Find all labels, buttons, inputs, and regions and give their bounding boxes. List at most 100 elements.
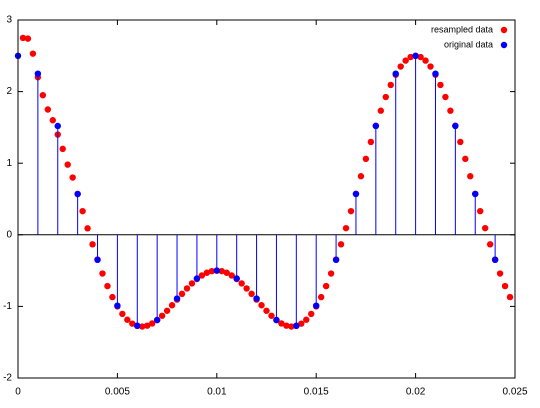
point: [233, 275, 240, 282]
point: [293, 322, 300, 329]
point: [477, 207, 484, 215]
point: [457, 138, 464, 146]
point: [243, 285, 250, 292]
point: [34, 70, 42, 77]
point: [392, 70, 399, 77]
point: [238, 280, 245, 287]
point: [228, 272, 235, 279]
point: [99, 270, 106, 277]
y-tick-label: 2: [6, 86, 12, 97]
point: [104, 282, 111, 290]
point: [39, 91, 47, 99]
point: [332, 256, 340, 264]
point: [462, 155, 469, 163]
point: [153, 316, 161, 324]
point: [432, 70, 439, 77]
point: [188, 280, 196, 287]
plot-area: [14, 34, 515, 330]
point: [203, 269, 211, 276]
point: [308, 310, 315, 318]
point: [417, 53, 424, 61]
point: [253, 295, 260, 302]
point: [486, 241, 494, 248]
point: [481, 224, 489, 232]
point: [367, 138, 375, 146]
y-tick-label: 1: [6, 158, 12, 169]
point: [506, 293, 514, 301]
point: [44, 106, 52, 113]
point: [412, 52, 419, 59]
point: [163, 307, 171, 314]
y-tick-label: -2: [3, 373, 12, 384]
point: [283, 322, 290, 329]
point: [119, 310, 126, 318]
legend-marker: [500, 26, 508, 34]
point: [248, 290, 255, 298]
x-tick-label: 0.02: [406, 387, 426, 398]
point: [352, 190, 360, 198]
point: [109, 293, 116, 301]
legend: resampled data original data: [431, 24, 508, 49]
point: [322, 282, 330, 290]
point: [313, 302, 320, 309]
point: [19, 34, 27, 42]
point: [342, 224, 350, 232]
point: [218, 267, 225, 275]
point: [173, 295, 181, 302]
point: [208, 267, 216, 275]
point: [148, 320, 156, 327]
legend-label: original data: [444, 39, 493, 49]
point: [501, 282, 509, 290]
point: [298, 320, 305, 327]
plot-frame: [17, 19, 516, 379]
y-tick-label: -1: [3, 301, 12, 312]
point: [54, 122, 61, 130]
point: [193, 275, 201, 282]
point: [327, 270, 335, 277]
point: [317, 293, 325, 301]
x-tick-label: 0.005: [105, 387, 130, 398]
point: [134, 322, 141, 329]
x-tick-label: 0.01: [207, 387, 227, 398]
point: [124, 316, 131, 323]
point: [144, 322, 151, 329]
point: [387, 81, 394, 89]
point: [183, 285, 191, 292]
point: [372, 122, 380, 130]
point: [422, 57, 429, 64]
x-tick-label: 0.015: [304, 387, 329, 398]
point: [84, 225, 91, 232]
point: [427, 63, 434, 70]
point: [69, 174, 76, 181]
legend-marker: [500, 41, 508, 49]
point: [74, 190, 81, 198]
legend-label: resampled data: [431, 24, 493, 34]
point: [24, 35, 32, 42]
point: [303, 316, 310, 323]
point: [178, 290, 186, 298]
point: [29, 50, 37, 57]
point: [377, 107, 385, 114]
point: [467, 173, 474, 180]
point: [437, 81, 444, 89]
x-tick-label: 0.025: [502, 387, 527, 398]
y-tick-label: 3: [6, 15, 12, 26]
point: [407, 53, 414, 61]
point: [258, 302, 265, 309]
point: [452, 122, 459, 130]
point: [64, 161, 71, 168]
point: [168, 302, 176, 309]
point: [79, 207, 86, 215]
point: [268, 312, 275, 319]
point: [397, 63, 404, 70]
point: [129, 320, 136, 327]
point: [491, 256, 499, 264]
point: [139, 323, 146, 330]
point: [158, 312, 166, 319]
point: [337, 241, 345, 248]
point: [382, 93, 389, 101]
point: [402, 57, 409, 64]
point: [447, 107, 454, 114]
